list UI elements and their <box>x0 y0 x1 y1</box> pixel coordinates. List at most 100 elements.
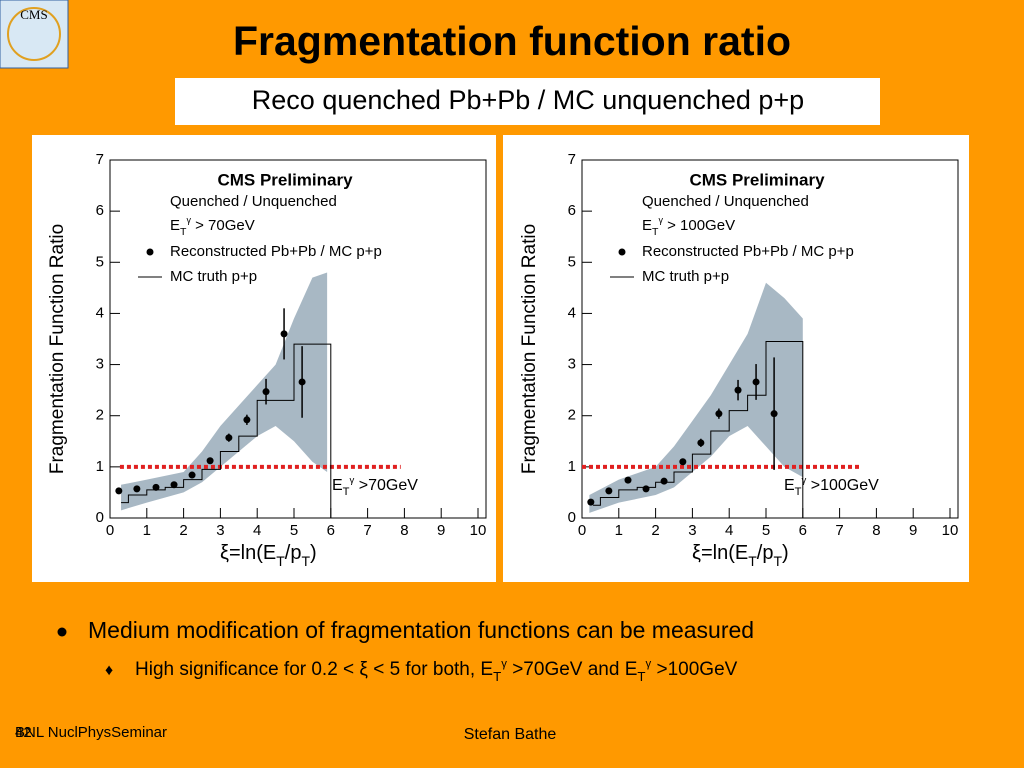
text-part: High significance for 0.2 < ξ < 5 for bo… <box>135 659 493 680</box>
text-part: Quenched / Unquenched <box>170 193 337 210</box>
legend-label: MC truth p+p <box>642 268 729 285</box>
mc-step-line <box>121 343 332 518</box>
x-tick-label: 3 <box>688 522 696 539</box>
legend-label: Reconstructed Pb+Pb / MC p+p <box>170 243 382 260</box>
x-tick-label: 9 <box>909 522 917 539</box>
y-tick-label: 2 <box>96 407 104 424</box>
y-tick-label: 7 <box>96 151 104 168</box>
legend-line: Quenched / Unquenched <box>642 193 809 210</box>
text-part: γ <box>350 475 355 486</box>
text-part: T <box>180 226 187 238</box>
data-point <box>243 416 251 424</box>
legend-label: MC truth p+p <box>170 268 257 285</box>
text-part: T <box>748 553 757 569</box>
y-tick-label: 6 <box>568 202 576 219</box>
text-part: E <box>170 217 180 234</box>
y-tick-label: 1 <box>568 458 576 475</box>
x-tick-label: 3 <box>216 522 224 539</box>
y-tick-label: 0 <box>568 509 576 526</box>
data-point <box>715 410 723 418</box>
annotation: ETγ >70GeV <box>332 475 418 498</box>
x-tick-label: 5 <box>762 522 770 539</box>
x-tick-label: 6 <box>327 522 335 539</box>
data-point <box>605 487 613 495</box>
text-part: ξ=ln(E <box>220 542 276 564</box>
mc-step-line <box>593 341 804 518</box>
text-part: Medium modification of fragmentation fun… <box>88 617 754 643</box>
footer-center: Stefan Bathe <box>464 726 557 743</box>
x-tick-label: 5 <box>290 522 298 539</box>
text-part: ξ=ln(E <box>692 542 748 564</box>
data-point <box>133 485 141 493</box>
logo-text: CMS <box>20 7 47 22</box>
y-tick-label: 4 <box>568 304 576 321</box>
data-point <box>752 378 760 386</box>
y-tick-label: 6 <box>96 202 104 219</box>
data-point <box>734 386 742 394</box>
data-point <box>170 481 178 489</box>
x-tick-label: 7 <box>363 522 371 539</box>
text-part: E <box>642 217 652 234</box>
y-tick-label: 1 <box>96 458 104 475</box>
text-part: T <box>493 669 501 684</box>
data-point <box>188 471 196 479</box>
text-part: T <box>773 553 782 569</box>
logo <box>0 0 69 69</box>
x-tick-label: 1 <box>615 522 623 539</box>
data-point <box>262 388 270 396</box>
text-part: >100GeV <box>806 477 879 494</box>
legend-title: CMS Preliminary <box>217 170 353 189</box>
data-point <box>225 434 233 442</box>
text-part: >70GeV <box>354 477 418 494</box>
legend-line: Quenched / Unquenched <box>170 193 337 210</box>
data-point <box>298 378 306 386</box>
data-point <box>660 477 668 485</box>
text-part: /p <box>757 542 774 564</box>
text-part: T <box>795 486 802 498</box>
x-tick-label: 0 <box>106 522 114 539</box>
sub-bullet-text: High significance for 0.2 < ξ < 5 for bo… <box>135 658 738 684</box>
legend-title: CMS Preliminary <box>689 170 825 189</box>
bullet-dot <box>57 627 67 637</box>
text-part: T <box>637 669 645 684</box>
x-tick-label: 9 <box>437 522 445 539</box>
text-part: T <box>301 553 310 569</box>
text-part: ) <box>310 542 317 564</box>
text-part: γ <box>802 475 807 486</box>
x-tick-label: 1 <box>143 522 151 539</box>
data-point <box>679 458 687 466</box>
legend-label: Reconstructed Pb+Pb / MC p+p <box>642 243 854 260</box>
x-tick-label: 6 <box>799 522 807 539</box>
text-part: γ <box>501 658 507 670</box>
y-tick-label: 3 <box>568 356 576 373</box>
subtitle: Reco quenched Pb+Pb / MC unquenched p+p <box>252 85 804 115</box>
x-tick-label: 10 <box>470 522 487 539</box>
y-tick-label: 5 <box>568 253 576 270</box>
text-part: γ <box>658 215 663 225</box>
text-part: > 100GeV <box>663 217 735 234</box>
data-point <box>206 457 214 465</box>
subtitle-box <box>175 78 880 125</box>
y-tick-label: 5 <box>96 253 104 270</box>
annotation: ETγ >100GeV <box>784 475 879 498</box>
text-part: >70GeV and E <box>507 659 637 680</box>
text-part: ) <box>782 542 789 564</box>
data-point <box>697 439 705 447</box>
bullet-text: Medium modification of fragmentation fun… <box>88 617 754 643</box>
y-tick-label: 3 <box>96 356 104 373</box>
data-point <box>770 410 778 418</box>
bullet-diamond: ♦ <box>105 662 113 679</box>
text-part: > 70GeV <box>191 217 255 234</box>
x-tick-label: 4 <box>725 522 733 539</box>
y-tick-label: 2 <box>568 407 576 424</box>
text-part: /p <box>285 542 302 564</box>
x-tick-label: 2 <box>651 522 659 539</box>
x-tick-label: 2 <box>179 522 187 539</box>
data-point <box>624 476 632 484</box>
x-tick-label: 10 <box>942 522 959 539</box>
uncertainty-band <box>589 282 803 513</box>
text-part: T <box>276 553 285 569</box>
plot-frame <box>581 159 959 519</box>
legend-line: ETγ > 100GeV <box>642 215 735 237</box>
x-axis-label: ξ=ln(ET/pT) <box>692 542 789 568</box>
